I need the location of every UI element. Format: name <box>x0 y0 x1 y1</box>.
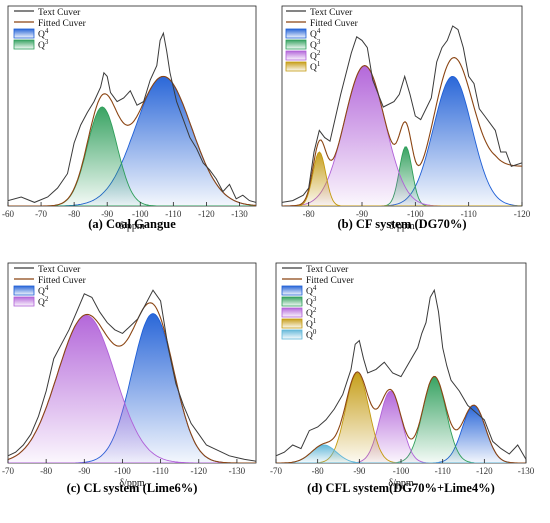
x-tick-label: -120 <box>191 466 208 476</box>
legend-item: Q3 <box>13 38 49 51</box>
test-curve <box>276 288 526 460</box>
x-tick-label: -70 <box>35 209 47 219</box>
panel-caption: (c) CL system (Lime6%) <box>67 481 198 495</box>
x-tick-label: -70 <box>2 466 14 476</box>
x-tick-label: -90 <box>101 209 113 219</box>
x-tick-label: -80 <box>68 209 80 219</box>
panel-caption: (d) CFL system(DG70%+Lime4%) <box>307 481 495 495</box>
x-tick-label: -110 <box>153 466 170 476</box>
svg-text:Q2: Q2 <box>306 306 317 319</box>
x-tick-label: -110 <box>165 209 182 219</box>
panel-1: -60 -70 -80 -90 -100 -110 -120 -130 δ/ppm(a) Coa… <box>2 5 257 232</box>
panel-4: -70 -80 -90 -100 -110 -120 -130 δ/ppm(d) CFL sy… <box>270 262 535 495</box>
legend-item: Text Cuver <box>14 265 81 275</box>
panel-2: -80 -90 -100 -110 -120 δ/ppm(b) CF system (DG… <box>281 5 531 232</box>
x-tick-label: -100 <box>114 466 131 476</box>
fitted-curve <box>276 371 526 463</box>
svg-text:Text Cuver: Text Cuver <box>306 265 349 275</box>
x-tick-label: -120 <box>476 466 493 476</box>
svg-text:Q1: Q1 <box>306 317 317 330</box>
test-curve <box>8 31 256 203</box>
legend-item: Q3 <box>285 38 321 51</box>
legend-item: Text Cuver <box>286 8 353 18</box>
x-tick-label: -120 <box>198 209 215 219</box>
x-axis-label: δ/ppm <box>119 478 144 489</box>
svg-text:Fitted Cuver: Fitted Cuver <box>38 276 87 286</box>
x-tick-label: -80 <box>312 466 324 476</box>
legend-item: Q1 <box>285 60 321 73</box>
legend-item: Q4 <box>281 284 317 297</box>
x-tick-label: -90 <box>78 466 90 476</box>
legend-item: Fitted Cuver <box>14 276 87 286</box>
svg-text:Q4: Q4 <box>310 27 321 40</box>
legend-item: Q4 <box>285 27 321 40</box>
svg-text:Q4: Q4 <box>38 27 49 40</box>
panel-caption: (a) Coal Gangue <box>88 217 176 231</box>
svg-text:Text Cuver: Text Cuver <box>38 265 81 275</box>
x-tick-label: -60 <box>2 209 14 219</box>
test-curve <box>8 289 256 462</box>
svg-text:Q2: Q2 <box>38 295 49 308</box>
x-tick-label: -80 <box>303 209 315 219</box>
fitted-curve <box>8 75 256 206</box>
x-tick-label: -130 <box>229 466 246 476</box>
svg-text:Text Cuver: Text Cuver <box>38 8 81 18</box>
legend-item: Text Cuver <box>282 265 349 275</box>
legend-item: Fitted Cuver <box>286 19 359 29</box>
x-tick-label: -100 <box>393 466 410 476</box>
x-tick-label: -80 <box>40 466 52 476</box>
x-tick-label: -120 <box>514 209 531 219</box>
svg-text:Fitted Cuver: Fitted Cuver <box>310 19 359 29</box>
svg-text:Q4: Q4 <box>38 284 49 297</box>
legend-item: Q2 <box>281 306 317 319</box>
legend-item: Q4 <box>13 284 49 297</box>
x-tick-label: -70 <box>270 466 282 476</box>
x-tick-label: -100 <box>407 209 424 219</box>
svg-text:Q1: Q1 <box>310 60 321 73</box>
svg-text:Q3: Q3 <box>310 38 321 51</box>
legend-item: Q2 <box>285 49 321 62</box>
svg-text:Fitted Cuver: Fitted Cuver <box>306 276 355 286</box>
legend-item: Q2 <box>13 295 49 308</box>
svg-text:Q3: Q3 <box>38 38 49 51</box>
svg-text:Text Cuver: Text Cuver <box>310 8 353 18</box>
test-curve <box>282 25 522 203</box>
x-axis-label: δ/ppm <box>119 221 144 232</box>
x-axis-label: δ/ppm <box>388 478 413 489</box>
x-tick-label: -100 <box>132 209 149 219</box>
x-tick-label: -130 <box>231 209 248 219</box>
svg-text:Q0: Q0 <box>306 328 317 341</box>
svg-text:Fitted Cuver: Fitted Cuver <box>38 19 87 29</box>
peak-Q1 <box>282 151 522 206</box>
panel-caption: (b) CF system (DG70%) <box>337 217 466 231</box>
x-tick-label: -130 <box>518 466 535 476</box>
x-tick-label: -90 <box>356 209 368 219</box>
legend-item: Q1 <box>281 317 317 330</box>
x-tick-label: -90 <box>353 466 365 476</box>
peak-Q3 <box>282 146 522 206</box>
legend-item: Fitted Cuver <box>282 276 355 286</box>
x-tick-label: -110 <box>461 209 478 219</box>
legend-item: Text Cuver <box>14 8 81 18</box>
legend-item: Q3 <box>281 295 317 308</box>
svg-text:Q2: Q2 <box>310 49 321 62</box>
legend-item: Q0 <box>281 328 317 341</box>
fitted-curve <box>282 57 522 206</box>
legend-item: Q4 <box>13 27 49 40</box>
svg-text:Q3: Q3 <box>306 295 317 308</box>
panel-3: -70 -80 -90 -100 -110 -120 -130 δ/ppm(c) CL sys… <box>2 262 257 495</box>
x-tick-label: -110 <box>435 466 452 476</box>
fitted-curve <box>8 302 256 463</box>
x-axis-label: δ/ppm <box>389 221 414 232</box>
svg-text:Q4: Q4 <box>306 284 317 297</box>
legend-item: Fitted Cuver <box>14 19 87 29</box>
